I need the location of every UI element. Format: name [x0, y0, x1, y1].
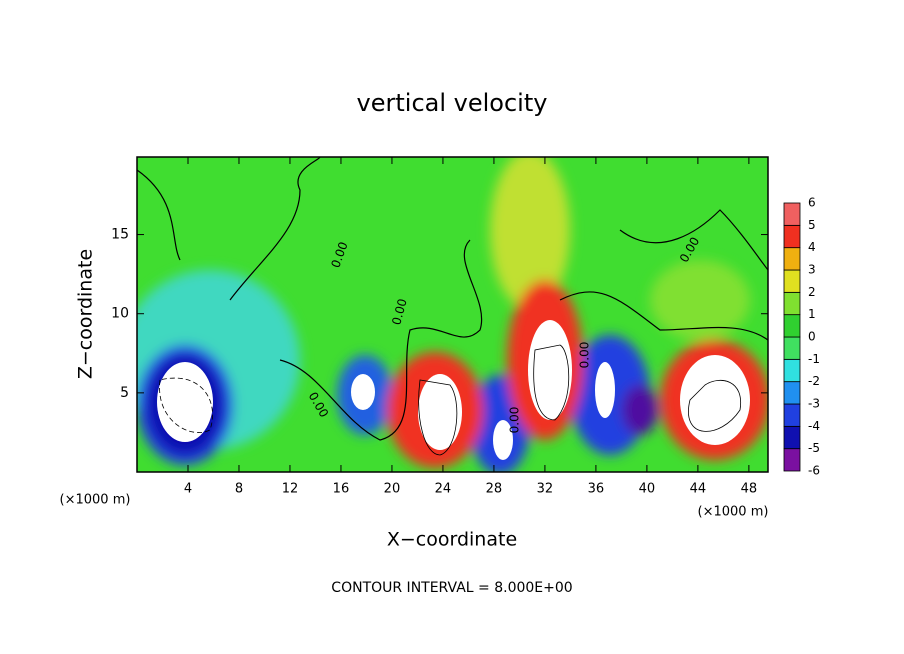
x-tick-label: 48	[741, 482, 758, 497]
x-tick-label: 28	[486, 482, 503, 497]
colorbar-band	[783, 425, 801, 450]
colorbar-tick-label: 5	[808, 218, 816, 232]
colorbar-band	[783, 269, 801, 293]
colorbar-band	[783, 381, 801, 405]
field-core	[157, 320, 750, 460]
x-tick-label: 8	[235, 482, 243, 497]
colorbar-tick-label: -2	[808, 374, 820, 388]
colorbar-band	[783, 224, 801, 249]
footer-note: CONTOUR INTERVAL = 8.000E+00	[331, 580, 572, 596]
x-tick-label: 4	[184, 482, 192, 497]
plot-frame	[136, 156, 769, 473]
y-tick-label: 5	[120, 385, 129, 401]
x-tick-label: 12	[282, 482, 299, 497]
y-tick-label: 15	[111, 227, 129, 243]
colorbar-tick-label: -6	[808, 464, 820, 478]
y-tick-label: 10	[111, 306, 129, 322]
colorbar-tick-label: 4	[808, 240, 816, 254]
colorbar-band	[783, 314, 801, 338]
x-tick-label: 40	[639, 482, 656, 497]
colorbar-band	[783, 291, 801, 316]
colorbar-tick-label: 6	[808, 196, 816, 210]
contour-label: 0.00	[508, 407, 522, 434]
colorbar-tick-label: -5	[808, 441, 820, 455]
colorbar-band	[783, 448, 801, 472]
x-unit-label: (×1000 m)	[60, 493, 131, 508]
colorbar-band	[783, 403, 801, 427]
x-tick-label: 44	[690, 482, 707, 497]
colorbar-tick-label: -4	[808, 419, 820, 433]
colorbar-tick-label: 1	[808, 307, 816, 321]
contour-label: 0.00	[578, 342, 592, 369]
x-tick-label: 36	[588, 482, 605, 497]
x-tick-label: 20	[384, 482, 401, 497]
colorbar-band	[783, 202, 801, 226]
colorbar-band	[783, 358, 801, 383]
x-tick-label: 16	[333, 482, 350, 497]
colorbar-tick-label: 2	[808, 285, 816, 299]
chart-title: vertical velocity	[357, 89, 548, 117]
contour-lines	[137, 157, 768, 456]
x-tick-label: 32	[537, 482, 554, 497]
x-axis-label: X−coordinate	[387, 529, 517, 551]
colorbar-band	[783, 336, 801, 360]
contour-label: 0.00	[389, 297, 409, 326]
colorbar-band	[783, 247, 801, 271]
y-axis-label: Z−coordinate	[75, 249, 97, 379]
x-tick-label: 24	[435, 482, 452, 497]
colorbar-tick-label: 3	[808, 263, 816, 277]
x-unit-label: (×1000 m)	[698, 505, 769, 520]
field	[137, 157, 768, 472]
colorbar-tick-label: -1	[808, 352, 820, 366]
colorbar-tick-label: -3	[808, 397, 820, 411]
colorbar-tick-label: 0	[808, 330, 816, 344]
